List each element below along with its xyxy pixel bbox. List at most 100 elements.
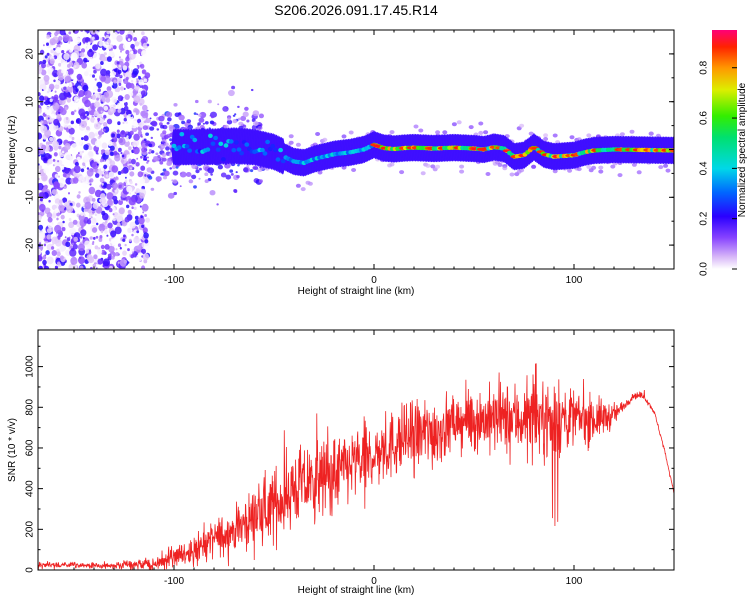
- spectrogram-noise-blob: [47, 117, 50, 120]
- spectrogram-noise-blob: [108, 208, 113, 213]
- spectrogram-noise-blob: [125, 131, 129, 134]
- spectrogram-noise-blob: [96, 81, 103, 89]
- spectrogram-noise-blob: [56, 251, 61, 257]
- spectrogram-noise-blob: [64, 75, 72, 84]
- spectrogram-noise-blob: [38, 92, 41, 97]
- spectrogram-noise-blob: [126, 135, 129, 138]
- spectrogram-noise-blob: [115, 248, 118, 251]
- spectrogram-noise-blob: [236, 175, 240, 179]
- spectrogram-noise-blob: [114, 226, 122, 235]
- spectrogram-noise-blob: [94, 245, 99, 250]
- spectrogram-noise-blob: [258, 179, 263, 184]
- spectrogram-noise-blob: [53, 118, 60, 126]
- spectrogram-noise-blob: [111, 165, 119, 173]
- spectrogram-noise-blob: [198, 117, 205, 123]
- spectrogram-noise-blob: [93, 254, 98, 260]
- spectrogram-noise-blob: [114, 154, 121, 162]
- spectrogram-ridge-cell: [234, 140, 239, 145]
- spectrogram-noise-blob: [199, 111, 207, 119]
- spectrogram-noise-blob: [53, 181, 61, 190]
- spectrogram-noise-blob: [141, 69, 147, 75]
- spectrogram-noise-blob: [103, 91, 110, 98]
- spectrogram-halo-blob: [451, 122, 457, 127]
- spectrogram-ridge-cell: [213, 135, 219, 141]
- spectrogram-noise-blob: [84, 37, 91, 43]
- spectrogram-noise-blob: [98, 118, 105, 124]
- spectrogram-noise-blob: [258, 113, 264, 119]
- spectrogram-noise-blob: [67, 85, 74, 93]
- spectrogram-noise-blob: [127, 209, 132, 215]
- spectrogram-marks: [38, 30, 674, 269]
- spectrogram-halo-blob: [631, 162, 637, 167]
- spectrogram-noise-blob: [96, 163, 99, 166]
- spectrogram-noise-blob: [126, 154, 132, 160]
- spectrogram-noise-blob: [113, 79, 117, 84]
- spectrogram-noise-blob: [81, 31, 88, 38]
- spectrogram-noise-blob: [246, 119, 250, 123]
- spectrogram-noise-blob: [39, 242, 42, 245]
- spectrogram-noise-blob: [76, 202, 81, 208]
- spectrogram-noise-blob: [140, 215, 143, 218]
- spectrogram-noise-blob: [132, 112, 137, 116]
- spectrogram-noise-blob: [50, 66, 53, 69]
- spectrogram-noise-blob: [38, 154, 41, 157]
- spectrogram-noise-blob: [39, 192, 46, 200]
- spectrogram-halo-blob: [658, 165, 664, 170]
- x-tick-label: -100: [164, 275, 184, 286]
- spectrogram-noise-blob: [68, 41, 71, 44]
- spectrogram-noise-blob: [43, 157, 48, 162]
- spectrogram-noise-blob: [38, 182, 44, 191]
- spectrogram-noise-blob: [198, 113, 202, 117]
- spectrogram-noise-blob: [96, 97, 99, 101]
- spectrogram-halo-blob: [351, 168, 357, 172]
- spectrogram-noise-blob: [122, 250, 127, 256]
- spectrogram-noise-blob: [71, 136, 75, 141]
- spectrogram-noise-blob: [229, 169, 234, 173]
- spectrogram-noise-blob: [85, 113, 87, 116]
- spectrogram-noise-blob: [210, 173, 213, 176]
- spectrogram-noise-blob: [79, 52, 85, 58]
- spectrogram-noise-blob: [87, 49, 94, 58]
- y-tick-label: 10: [25, 96, 36, 108]
- spectrogram-noise-blob: [123, 117, 128, 122]
- spectrogram-noise-blob: [46, 52, 50, 56]
- spectrogram-halo-blob: [288, 134, 294, 139]
- spectrogram-noise-blob: [197, 122, 201, 126]
- spectrogram-ridge-cell: [244, 142, 250, 147]
- spectrogram-noise-blob: [118, 64, 122, 68]
- spectrogram-noise-blob: [156, 128, 160, 131]
- spectrogram-noise-blob: [207, 99, 212, 104]
- spectrogram-noise-blob: [83, 154, 89, 160]
- spectrogram-noise-blob: [102, 258, 110, 267]
- spectrogram-noise-blob: [67, 63, 71, 68]
- spectrogram-noise-blob: [44, 106, 52, 115]
- spectrogram-noise-blob: [179, 171, 187, 178]
- spectrogram-noise-blob: [88, 145, 93, 151]
- spectrogram-noise-blob: [141, 110, 149, 119]
- spectrogram-noise-blob: [69, 248, 77, 257]
- spectrogram-noise-blob: [166, 121, 170, 125]
- spectrogram-halo-blob: [168, 124, 174, 129]
- spectrogram-noise-blob: [131, 206, 134, 209]
- spectrogram-noise-blob: [109, 107, 114, 112]
- spectrogram-noise-blob: [51, 96, 54, 100]
- spectrogram-noise-blob: [165, 111, 173, 118]
- spectrogram-noise-blob: [100, 75, 106, 82]
- spectrogram-noise-blob: [97, 258, 104, 265]
- spectrogram-noise-blob: [69, 245, 73, 249]
- spectrogram-noise-blob: [140, 165, 146, 171]
- spectrogram-ridge-cell: [187, 148, 193, 153]
- spectrogram-noise-blob: [234, 113, 237, 116]
- spectrogram-noise-blob: [88, 213, 92, 218]
- spectrogram-noise-blob: [44, 129, 51, 138]
- spectrogram-noise-blob: [54, 90, 57, 93]
- spectrogram-noise-blob: [80, 48, 86, 53]
- spectrogram-noise-blob: [132, 68, 139, 75]
- spectrogram-noise-blob: [148, 151, 151, 155]
- spectrogram-noise-blob: [106, 86, 112, 92]
- spectrogram-noise-blob: [84, 71, 89, 77]
- spectrogram-halo-blob: [161, 153, 167, 157]
- spectrogram-noise-blob: [82, 237, 85, 240]
- spectrogram-ridge-cell: [275, 157, 281, 162]
- spectrogram-halo-blob: [307, 181, 313, 186]
